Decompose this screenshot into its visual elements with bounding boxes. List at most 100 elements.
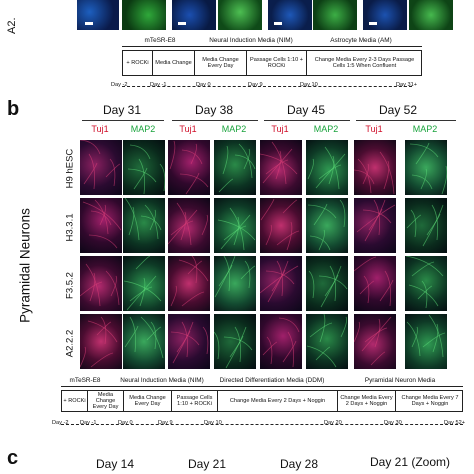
day-marker: Day 10 xyxy=(300,82,318,88)
timeline-cell: Media Change Every Day xyxy=(195,51,247,75)
neurite-texture xyxy=(406,314,446,358)
neurite-texture xyxy=(123,256,162,311)
day-marker: Day -1 xyxy=(80,420,97,426)
micrograph-tuj1 xyxy=(260,314,302,369)
day-marker: Day 30 xyxy=(384,420,402,426)
neurite-texture xyxy=(260,198,300,251)
neurite-texture xyxy=(405,256,444,309)
marker-map2: MAP2 xyxy=(221,124,247,134)
micrograph-tuj1 xyxy=(354,314,396,369)
micrograph-map2 xyxy=(405,314,447,369)
timeline-cell: Change Media Every 2-3 Days Passage Cell… xyxy=(314,57,415,69)
day-header: Day 31 xyxy=(102,103,142,117)
neurite-texture xyxy=(80,140,121,190)
day-marker: Day 31+ xyxy=(396,82,417,88)
micrograph-map2 xyxy=(214,314,256,369)
micrograph-map2 xyxy=(123,198,165,253)
stage-label: Astrocyte Media (AM) xyxy=(330,37,392,44)
timeline-cell: Change Media Every 7 Days + Noggin xyxy=(401,395,459,407)
neurite-texture xyxy=(354,316,392,366)
marker-map2: MAP2 xyxy=(313,124,339,134)
day-marker: Day 52+ xyxy=(444,420,465,426)
marker-map2: MAP2 xyxy=(130,124,156,134)
micrograph-tuj1 xyxy=(80,198,122,253)
timeline-cell: Media Change Every Day xyxy=(88,391,124,411)
neurite-texture xyxy=(170,321,209,364)
stage-label: mTeSR-E8 xyxy=(144,37,176,44)
marker-tuj1: Tuj1 xyxy=(271,124,289,134)
timeline-cell: Media Change Every Day xyxy=(124,391,172,411)
micrograph-tuj1 xyxy=(354,198,396,253)
micrograph xyxy=(122,0,166,30)
neurite-texture xyxy=(124,198,162,241)
micrograph-map2 xyxy=(306,198,348,253)
neurite-texture xyxy=(308,265,348,308)
neurite-texture xyxy=(170,256,209,307)
neurite-texture xyxy=(168,202,209,246)
pyramidal-neurons-label: Pyramidal Neurons xyxy=(17,208,33,323)
micrograph-tuj1 xyxy=(80,314,122,369)
micrograph xyxy=(313,0,357,30)
micrograph-map2 xyxy=(405,140,447,195)
day-header: Day 21 (Zoom) xyxy=(369,455,451,469)
day-marker: Day 20 xyxy=(324,420,342,426)
timeline-cell: Passage Cells 1:10 + ROCKi xyxy=(172,391,218,411)
neurite-texture xyxy=(406,204,444,247)
neurite-texture xyxy=(124,316,164,359)
day-header: Day 14 xyxy=(95,457,135,471)
timeline-cell: Media Change xyxy=(153,51,195,75)
neurite-texture xyxy=(169,140,209,195)
timeline-cell: Change Media Every 2 Days + Noggin xyxy=(218,391,338,411)
row-label: H9 hESC xyxy=(64,148,76,189)
day-marker: Day 0 xyxy=(118,420,133,426)
micrograph-tuj1 xyxy=(168,314,210,369)
micrograph-map2 xyxy=(405,256,447,311)
micrograph-map2 xyxy=(123,314,165,369)
micrograph xyxy=(268,0,312,30)
micrograph-tuj1 xyxy=(168,256,210,311)
stage-label: mTeSR-E8 xyxy=(69,377,101,384)
neurite-texture xyxy=(80,316,118,368)
timeline-cell: + ROCKi xyxy=(123,51,153,75)
marker-map2: MAP2 xyxy=(412,124,438,134)
micrograph-tuj1 xyxy=(168,198,210,253)
panel-letter-b: b xyxy=(7,98,20,120)
micrograph xyxy=(77,0,119,30)
neurite-texture xyxy=(260,141,298,185)
stage-label: Neural Induction Media (NIM) xyxy=(120,377,204,384)
neurite-texture xyxy=(307,199,346,251)
panel-letter-c: c xyxy=(7,447,19,469)
micrograph-tuj1 xyxy=(260,256,302,311)
day-marker: Day 0 xyxy=(196,82,211,88)
row-label: F3.5.2 xyxy=(64,272,76,299)
micrograph-tuj1 xyxy=(168,140,210,195)
neurite-texture xyxy=(127,144,165,195)
day-marker: Day 9 xyxy=(248,82,263,88)
neurite-texture xyxy=(218,143,256,193)
micrograph-tuj1 xyxy=(80,256,122,311)
neurite-texture xyxy=(217,207,256,251)
micrograph xyxy=(172,0,216,30)
micrograph-map2 xyxy=(214,140,256,195)
day-marker: Day -2 xyxy=(52,420,69,426)
stage-label: Directed Differentiation Media (DDM) xyxy=(219,377,325,384)
neurite-texture xyxy=(354,256,394,307)
neurite-texture xyxy=(306,314,348,368)
timeline-a: + ROCKi Media Change Media Change Every … xyxy=(122,50,422,76)
micrograph-map2 xyxy=(306,314,348,369)
micrograph xyxy=(218,0,262,30)
stage-label: Pyramidal Neuron Media xyxy=(364,377,436,384)
micrograph-tuj1 xyxy=(260,198,302,253)
micrograph-tuj1 xyxy=(80,140,122,195)
day-header: Day 52 xyxy=(378,103,418,117)
timeline-b: + ROCKi Media Change Every Day Media Cha… xyxy=(61,390,463,412)
neurite-texture xyxy=(307,146,346,190)
neurite-texture xyxy=(80,263,120,307)
row-label: A2.2.2 xyxy=(64,329,76,358)
micrograph-tuj1 xyxy=(354,140,396,195)
micrograph-tuj1 xyxy=(260,140,302,195)
day-marker: Day 9 xyxy=(158,420,173,426)
neurite-texture xyxy=(82,199,122,249)
neurite-texture xyxy=(260,260,299,303)
panel-a: A2. mTeSR-E8 Neural Induction Media (NIM… xyxy=(0,0,474,95)
